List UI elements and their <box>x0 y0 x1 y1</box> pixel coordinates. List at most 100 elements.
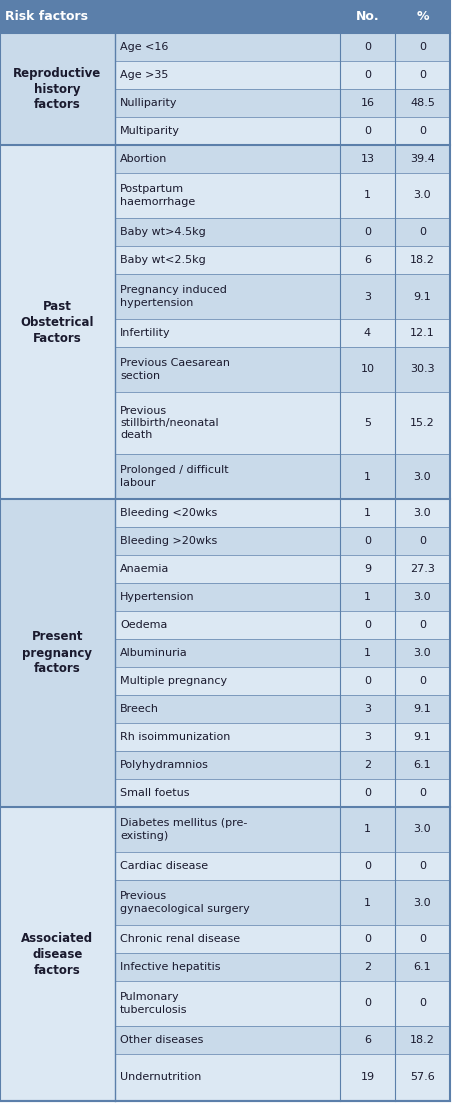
Bar <box>340 246 395 274</box>
Text: 48.5: 48.5 <box>410 98 435 108</box>
Bar <box>340 347 395 392</box>
Text: Albuminuria: Albuminuria <box>120 647 188 658</box>
Text: Risk factors: Risk factors <box>5 10 88 23</box>
Text: 3.0: 3.0 <box>414 508 431 518</box>
Text: 39.4: 39.4 <box>410 154 435 164</box>
Bar <box>115 880 340 925</box>
Text: 1: 1 <box>364 191 371 201</box>
Text: 16: 16 <box>361 98 374 108</box>
Bar <box>340 807 395 852</box>
Text: Small foetus: Small foetus <box>120 788 190 797</box>
Bar <box>115 779 340 807</box>
Text: %: % <box>416 10 429 23</box>
Bar <box>395 722 450 751</box>
Text: Previous Caesarean
section: Previous Caesarean section <box>120 358 230 381</box>
Text: Undernutrition: Undernutrition <box>120 1072 201 1082</box>
Bar <box>395 89 450 117</box>
Bar <box>395 807 450 852</box>
Bar <box>340 667 395 695</box>
Text: 9.1: 9.1 <box>414 291 431 301</box>
Text: Baby wt>4.5kg: Baby wt>4.5kg <box>120 227 206 237</box>
Text: 5: 5 <box>364 418 371 428</box>
Text: 9.1: 9.1 <box>414 732 431 742</box>
Text: Previous
gynaecological surgery: Previous gynaecological surgery <box>120 891 250 913</box>
Text: No.: No. <box>356 10 379 23</box>
Bar <box>340 61 395 89</box>
Bar <box>340 555 395 583</box>
Text: 2: 2 <box>364 760 371 770</box>
Text: Pulmonary
tuberculosis: Pulmonary tuberculosis <box>120 993 188 1015</box>
Text: 0: 0 <box>419 620 426 630</box>
Bar <box>395 218 450 246</box>
Text: Rh isoimmunization: Rh isoimmunization <box>120 732 230 742</box>
Bar <box>395 1026 450 1054</box>
Bar <box>340 1026 395 1054</box>
Bar <box>340 852 395 880</box>
Bar <box>115 499 340 527</box>
Bar <box>340 33 395 61</box>
Text: 13: 13 <box>361 154 374 164</box>
Bar <box>115 246 340 274</box>
Text: 0: 0 <box>419 227 426 237</box>
Bar <box>395 583 450 611</box>
Text: Age <16: Age <16 <box>120 42 168 52</box>
Bar <box>115 347 340 392</box>
Bar <box>115 807 340 852</box>
Text: Age >35: Age >35 <box>120 69 168 81</box>
Bar <box>115 61 340 89</box>
Bar <box>395 852 450 880</box>
Bar <box>0 33 115 144</box>
Text: Prolonged / difficult
labour: Prolonged / difficult labour <box>120 465 228 488</box>
Text: 3.0: 3.0 <box>414 471 431 482</box>
Text: 3.0: 3.0 <box>414 191 431 201</box>
Bar <box>395 499 450 527</box>
Bar <box>340 218 395 246</box>
Text: Present
pregnancy
factors: Present pregnancy factors <box>22 631 92 675</box>
Text: 3: 3 <box>364 704 371 714</box>
Text: 3.0: 3.0 <box>414 825 431 835</box>
Bar <box>395 173 450 218</box>
Text: 0: 0 <box>364 998 371 1008</box>
Text: 0: 0 <box>419 861 426 871</box>
Text: 30.3: 30.3 <box>410 364 435 375</box>
Bar <box>115 527 340 555</box>
Text: 0: 0 <box>364 227 371 237</box>
Bar <box>395 117 450 144</box>
Text: Diabetes mellitus (pre-
existing): Diabetes mellitus (pre- existing) <box>120 818 247 840</box>
Bar <box>395 779 450 807</box>
Bar <box>395 555 450 583</box>
Text: 1: 1 <box>364 825 371 835</box>
Bar <box>340 611 395 639</box>
Text: Hypertension: Hypertension <box>120 592 195 602</box>
Text: 6: 6 <box>364 1035 371 1045</box>
Text: 9: 9 <box>364 564 371 574</box>
Bar <box>340 392 395 454</box>
Bar <box>340 583 395 611</box>
Bar <box>395 925 450 953</box>
Text: Nulliparity: Nulliparity <box>120 98 177 108</box>
Bar <box>115 925 340 953</box>
Bar <box>115 667 340 695</box>
Bar <box>115 454 340 499</box>
Bar <box>340 454 395 499</box>
Bar <box>395 144 450 173</box>
Text: 12.1: 12.1 <box>410 328 435 338</box>
Bar <box>115 274 340 319</box>
Bar <box>115 639 340 667</box>
Bar <box>340 639 395 667</box>
Text: 1: 1 <box>364 647 371 658</box>
Bar <box>395 639 450 667</box>
Text: 4: 4 <box>364 328 371 338</box>
Text: 27.3: 27.3 <box>410 564 435 574</box>
Bar <box>395 751 450 779</box>
Bar <box>395 953 450 981</box>
Text: 0: 0 <box>364 676 371 686</box>
Text: Bleeding >20wks: Bleeding >20wks <box>120 536 217 546</box>
Text: 0: 0 <box>419 998 426 1008</box>
Text: 1: 1 <box>364 592 371 602</box>
Bar <box>115 611 340 639</box>
Text: 10: 10 <box>361 364 374 375</box>
Bar <box>340 274 395 319</box>
Bar <box>340 779 395 807</box>
Text: 0: 0 <box>419 788 426 797</box>
